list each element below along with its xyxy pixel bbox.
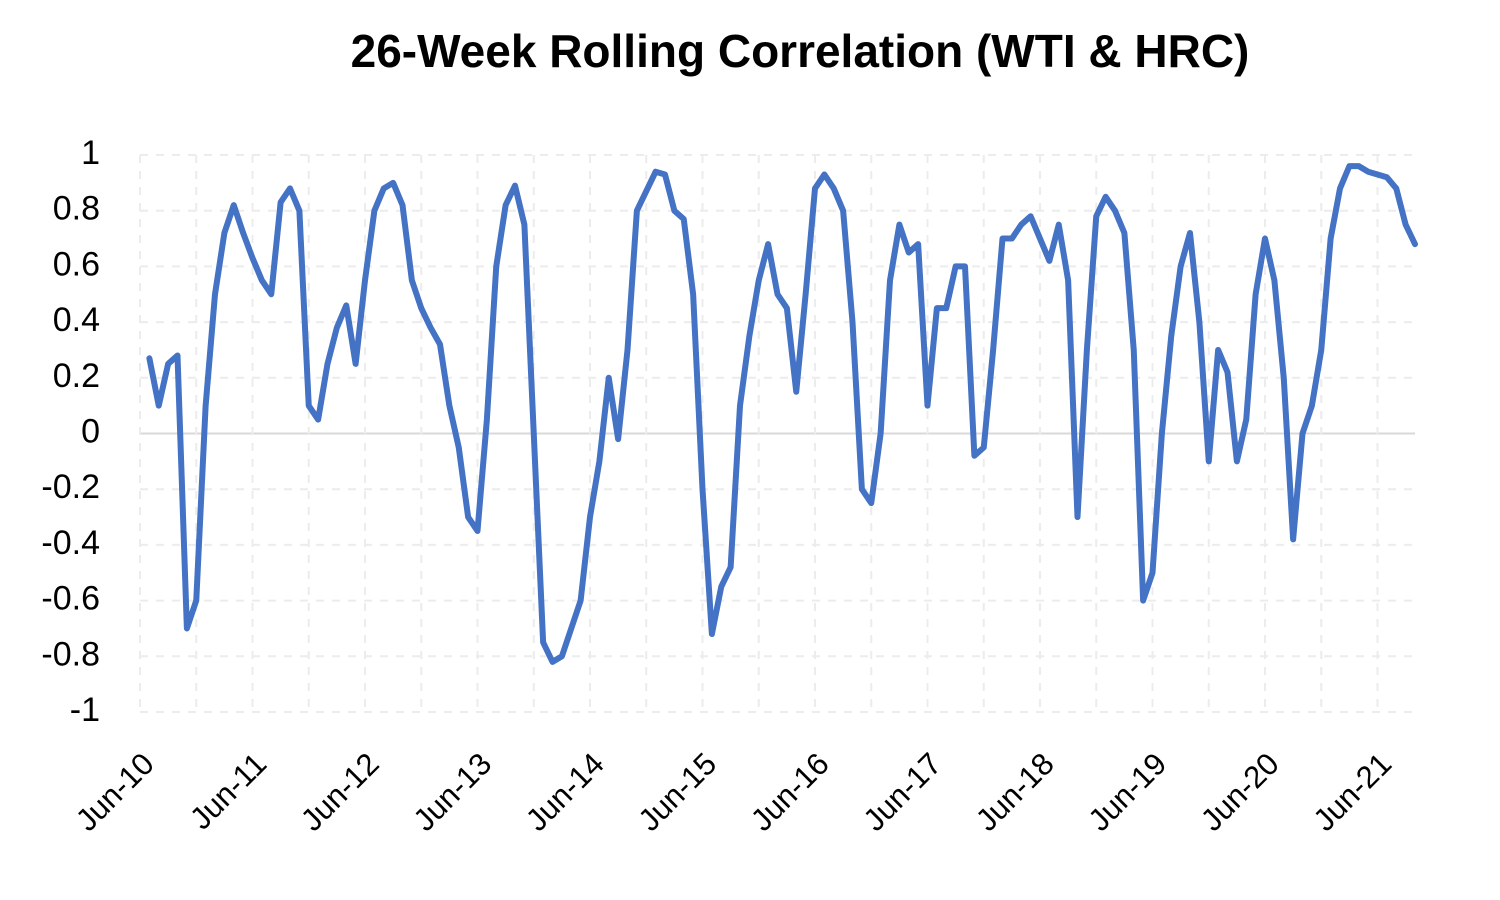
x-tick-label: Jun-20 — [1194, 746, 1286, 838]
y-tick-label: -0.2 — [41, 468, 100, 506]
x-tick-label: Jun-17 — [856, 746, 948, 838]
y-tick-label: 0.8 — [53, 190, 100, 228]
y-tick-label: 0.4 — [53, 301, 100, 339]
y-tick-label: -0.6 — [41, 580, 100, 618]
x-tick-label: Jun-18 — [969, 746, 1061, 838]
x-tick-label: Jun-21 — [1306, 746, 1398, 838]
y-tick-label: 0.2 — [53, 357, 100, 395]
x-tick-label: Jun-13 — [406, 746, 498, 838]
y-tick-label: 0.6 — [53, 245, 100, 283]
x-tick-label: Jun-12 — [294, 746, 386, 838]
y-tick-label: -1 — [70, 691, 100, 729]
y-tick-label: -0.8 — [41, 635, 100, 673]
x-tick-label: Jun-15 — [631, 746, 723, 838]
chart-title: 26-Week Rolling Correlation (WTI & HRC) — [351, 25, 1250, 77]
x-tick-label: Jun-19 — [1081, 746, 1173, 838]
x-tick-label: Jun-11 — [183, 746, 273, 836]
y-tick-label: 0 — [81, 412, 100, 450]
x-tick-label: Jun-14 — [519, 746, 611, 838]
y-tick-label: 1 — [81, 134, 100, 172]
line — [146, 163, 1418, 665]
y-tick-label: -0.4 — [41, 524, 100, 562]
x-tick-label: Jun-16 — [744, 746, 836, 838]
x-tick-label: Jun-10 — [69, 746, 161, 838]
